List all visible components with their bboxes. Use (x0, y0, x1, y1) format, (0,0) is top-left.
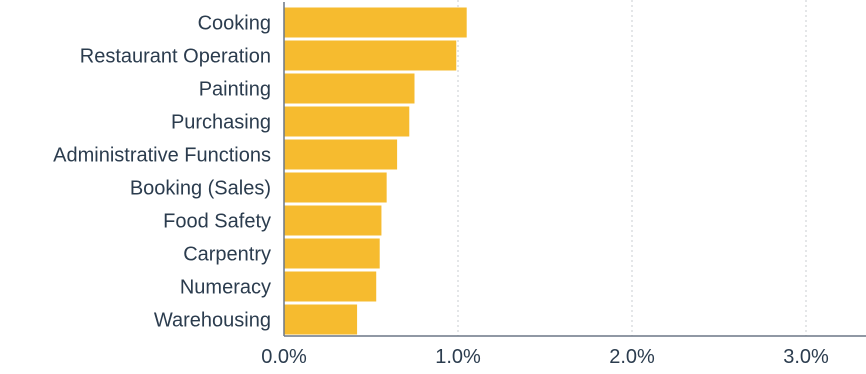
x-tick-label: 3.0% (783, 346, 829, 368)
category-label: Painting (199, 79, 271, 101)
bar (284, 106, 410, 137)
x-axis-ticks: 0.0% 1.0% 2.0% 3.0% (261, 346, 829, 368)
grid-layer (457, 0, 807, 336)
category-label: Carpentry (183, 244, 271, 266)
category-label: Warehousing (154, 310, 271, 332)
x-tick-label: 1.0% (435, 346, 481, 368)
bar (284, 271, 377, 302)
bar (284, 40, 457, 71)
bar (284, 304, 358, 335)
category-label: Cooking (198, 13, 271, 35)
bar (284, 205, 382, 236)
x-tick-label: 2.0% (609, 346, 655, 368)
category-label: Food Safety (163, 211, 271, 233)
category-label: Numeracy (180, 277, 271, 299)
category-label: Restaurant Operation (80, 46, 271, 68)
bar-layer (284, 7, 467, 335)
category-label: Booking (Sales) (130, 178, 271, 200)
category-label: Purchasing (171, 112, 271, 134)
bar (284, 172, 387, 203)
bar (284, 139, 398, 170)
x-tick-label: 0.0% (261, 346, 307, 368)
bar (284, 73, 415, 104)
category-label: Administrative Functions (53, 145, 271, 167)
bar (284, 7, 467, 38)
category-labels: Cooking Restaurant Operation Painting Purch… (53, 13, 271, 332)
bar (284, 238, 380, 269)
